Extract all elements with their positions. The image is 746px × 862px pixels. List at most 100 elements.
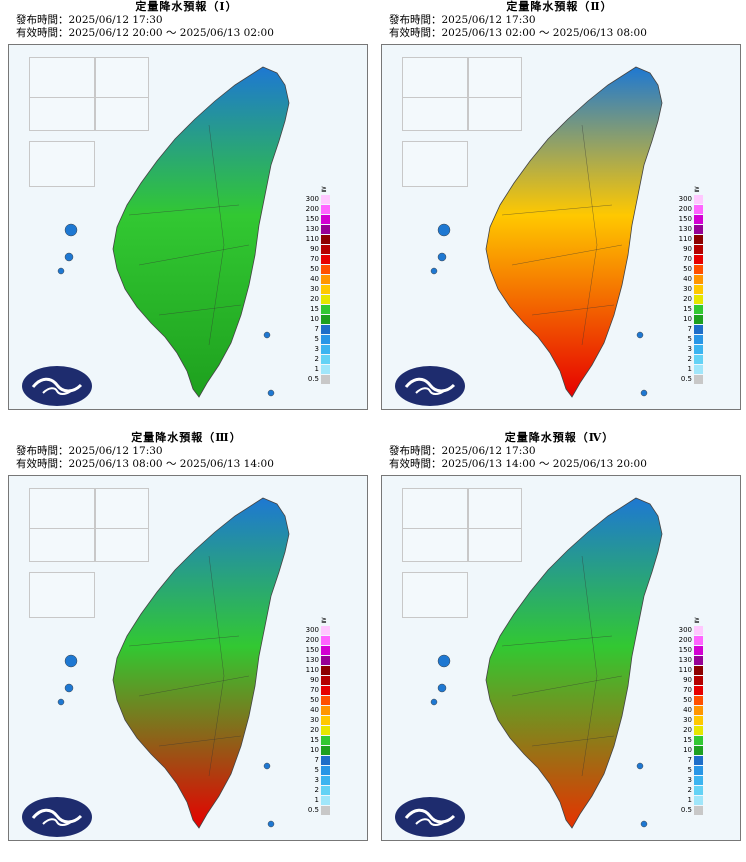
county-border [511,244,623,266]
outlying-island [267,389,275,397]
legend-label: 130 [678,225,692,233]
issue-time: 發布時間：2025/06/12 17:30 [16,445,163,457]
outlying-island [430,698,438,706]
legend-label: 40 [683,706,692,714]
legend-swatch [321,215,330,224]
legend-label: 15 [310,305,319,313]
island-inset [402,528,468,562]
legend-swatch [694,646,703,655]
legend-label: 90 [310,676,319,684]
legend-swatch [694,215,703,224]
qpf-panel-4: 定量降水預報（Ⅳ） 發布時間：2025/06/12 17:30 有效時間：202… [373,431,746,862]
legend-label: 300 [305,626,319,634]
legend-label: 110 [678,666,692,674]
taiwan-map [430,66,663,398]
legend-swatch [694,636,703,645]
legend-label: 70 [683,686,692,694]
legend-swatch [321,305,330,314]
legend-label: 200 [305,636,319,644]
legend-label: 130 [305,656,319,664]
island-inset [468,488,522,530]
island-inset [95,488,149,530]
legend-label: 300 [678,626,692,634]
outlying-island [64,252,74,262]
legend-swatch [694,656,703,665]
island-inset [402,97,468,131]
legend-label: 20 [310,726,319,734]
legend-unit: （單位：毫米） [253,409,320,410]
county-border [128,204,240,216]
legend-swatch [694,245,703,254]
county-border [501,635,613,647]
legend-label: 7 [314,756,319,764]
legend-swatch [321,315,330,324]
legend-swatch [321,295,330,304]
legend-swatch [321,706,330,715]
taiwan-map [57,497,290,829]
outlying-island [64,654,78,668]
legend-label: 50 [310,696,319,704]
outlying-island [640,389,648,397]
island-inset [29,488,95,530]
outlying-island [57,698,65,706]
legend-label: 7 [687,325,692,333]
legend-swatch [694,696,703,705]
legend-swatch [694,365,703,374]
legend-label: 15 [683,305,692,313]
legend-swatch [694,746,703,755]
legend-label: 90 [310,245,319,253]
rainfall-legend: ≧ 300 200 150 130 110 90 70 50 40 30 20 15 10 7 5 3 2 1 0.5 [306,185,367,401]
outlying-island [267,820,275,828]
legend-label: 200 [305,205,319,213]
legend-label: 3 [687,345,692,353]
issue-time: 發布時間：2025/06/12 17:30 [389,445,536,457]
island-inset [468,57,522,99]
legend-label: 200 [678,636,692,644]
legend-swatch [694,716,703,725]
legend-label: 1 [314,796,319,804]
legend-label: 300 [678,195,692,203]
island-inset [95,528,149,562]
legend-swatch [321,335,330,344]
county-border [511,675,623,697]
legend-swatch [321,746,330,755]
legend-swatch [321,756,330,765]
legend-label: 2 [314,355,319,363]
legend-swatch [694,355,703,364]
legend-ge-symbol: ≧ [694,616,700,624]
county-border [138,244,250,266]
legend-swatch [694,736,703,745]
legend-swatch [321,636,330,645]
legend-swatch [321,205,330,214]
legend-swatch [321,355,330,364]
outlying-island [263,331,271,339]
legend-label: 150 [305,215,319,223]
island-inset [468,97,522,131]
county-border [581,124,598,346]
legend-swatch [694,766,703,775]
taiwan-map [430,497,663,829]
legend-swatch [321,275,330,284]
valid-time: 有效時間：2025/06/12 20:00 ～ 2025/06/13 02:00 [16,27,274,39]
legend-label: 30 [683,285,692,293]
panel-title: 定量降水預報（Ⅰ） [135,0,238,13]
legend-swatch [321,766,330,775]
legend-swatch [694,375,703,384]
legend-swatch [321,225,330,234]
legend-swatch [694,676,703,685]
legend-ge-symbol: ≧ [694,185,700,193]
outlying-island [64,683,74,693]
legend-label: 20 [683,726,692,734]
legend-label: 7 [687,756,692,764]
panel-title: 定量降水預報（Ⅲ） [131,431,242,444]
legend-unit: （單位：毫米） [626,409,693,410]
outlying-island [437,252,447,262]
island-inset [29,141,95,187]
legend-label: 40 [310,275,319,283]
island-inset [29,97,95,131]
legend-label: 10 [683,746,692,754]
legend-swatch [694,305,703,314]
taiwan-island [485,497,663,829]
legend-swatch [694,686,703,695]
qpf-panel-3: 定量降水預報（Ⅲ） 發布時間：2025/06/12 17:30 有效時間：202… [0,431,373,862]
